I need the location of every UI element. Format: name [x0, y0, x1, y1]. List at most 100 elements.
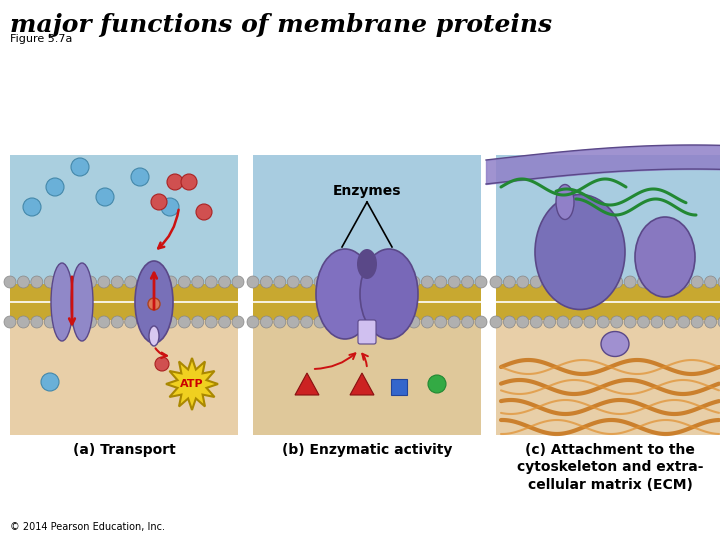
Circle shape [678, 316, 690, 328]
Text: Enzymes: Enzymes [333, 184, 401, 198]
Circle shape [192, 316, 204, 328]
Circle shape [624, 276, 636, 288]
Circle shape [161, 198, 179, 216]
Circle shape [544, 276, 556, 288]
Circle shape [71, 276, 83, 288]
Circle shape [448, 276, 460, 288]
Circle shape [181, 174, 197, 190]
Ellipse shape [51, 263, 73, 341]
Circle shape [287, 316, 300, 328]
Circle shape [151, 194, 167, 210]
Circle shape [368, 316, 379, 328]
Circle shape [490, 316, 502, 328]
Circle shape [167, 174, 183, 190]
Circle shape [395, 316, 407, 328]
Circle shape [705, 276, 716, 288]
Ellipse shape [71, 263, 93, 341]
Circle shape [125, 276, 137, 288]
Circle shape [58, 276, 70, 288]
Circle shape [503, 316, 516, 328]
Circle shape [381, 316, 393, 328]
Circle shape [232, 276, 244, 288]
Circle shape [44, 276, 56, 288]
Circle shape [718, 276, 720, 288]
FancyBboxPatch shape [253, 284, 481, 320]
Text: (c) Attachment to the
cytoskeleton and extra-
cellular matrix (ECM): (c) Attachment to the cytoskeleton and e… [517, 443, 703, 491]
Circle shape [381, 276, 393, 288]
Ellipse shape [316, 249, 374, 339]
Circle shape [314, 316, 326, 328]
Text: © 2014 Pearson Education, Inc.: © 2014 Pearson Education, Inc. [10, 522, 165, 532]
Ellipse shape [635, 217, 695, 297]
Circle shape [598, 316, 609, 328]
Circle shape [165, 316, 177, 328]
Circle shape [155, 357, 169, 371]
Text: ATP: ATP [180, 379, 204, 389]
Circle shape [718, 316, 720, 328]
Circle shape [665, 316, 676, 328]
Circle shape [651, 316, 663, 328]
Circle shape [503, 276, 516, 288]
Circle shape [138, 316, 150, 328]
Circle shape [274, 316, 286, 328]
Polygon shape [295, 373, 319, 395]
FancyBboxPatch shape [253, 155, 481, 284]
Circle shape [368, 276, 379, 288]
Circle shape [196, 204, 212, 220]
Circle shape [408, 316, 420, 328]
Circle shape [624, 316, 636, 328]
FancyBboxPatch shape [253, 320, 481, 435]
Circle shape [530, 276, 542, 288]
FancyBboxPatch shape [496, 155, 720, 284]
Circle shape [448, 316, 460, 328]
Circle shape [138, 276, 150, 288]
Circle shape [219, 276, 230, 288]
Circle shape [179, 276, 190, 288]
Circle shape [341, 276, 353, 288]
Circle shape [98, 276, 110, 288]
Circle shape [232, 316, 244, 328]
Circle shape [261, 276, 272, 288]
Circle shape [17, 316, 30, 328]
Circle shape [98, 316, 110, 328]
Circle shape [530, 316, 542, 328]
Circle shape [691, 316, 703, 328]
Circle shape [4, 316, 16, 328]
Circle shape [301, 276, 312, 288]
Circle shape [611, 276, 623, 288]
FancyBboxPatch shape [10, 320, 238, 435]
Circle shape [421, 316, 433, 328]
Circle shape [84, 276, 96, 288]
Circle shape [328, 276, 339, 288]
Circle shape [179, 316, 190, 328]
Circle shape [165, 276, 177, 288]
Circle shape [490, 276, 502, 288]
Circle shape [435, 276, 447, 288]
Circle shape [570, 276, 582, 288]
Ellipse shape [149, 326, 159, 346]
Circle shape [71, 316, 83, 328]
Ellipse shape [556, 185, 574, 219]
Circle shape [301, 316, 312, 328]
Circle shape [192, 276, 204, 288]
Circle shape [517, 316, 528, 328]
Circle shape [395, 276, 407, 288]
Circle shape [287, 276, 300, 288]
Circle shape [46, 178, 64, 196]
Circle shape [341, 316, 353, 328]
Text: major functions of membrane proteins: major functions of membrane proteins [10, 13, 552, 37]
Circle shape [611, 316, 623, 328]
Circle shape [314, 276, 326, 288]
Circle shape [41, 373, 59, 391]
Circle shape [678, 276, 690, 288]
Circle shape [58, 316, 70, 328]
Circle shape [584, 316, 596, 328]
Circle shape [247, 276, 259, 288]
FancyBboxPatch shape [10, 284, 238, 320]
FancyBboxPatch shape [496, 284, 720, 320]
Circle shape [71, 158, 89, 176]
Circle shape [205, 276, 217, 288]
Circle shape [205, 316, 217, 328]
Ellipse shape [601, 332, 629, 356]
Circle shape [151, 276, 163, 288]
